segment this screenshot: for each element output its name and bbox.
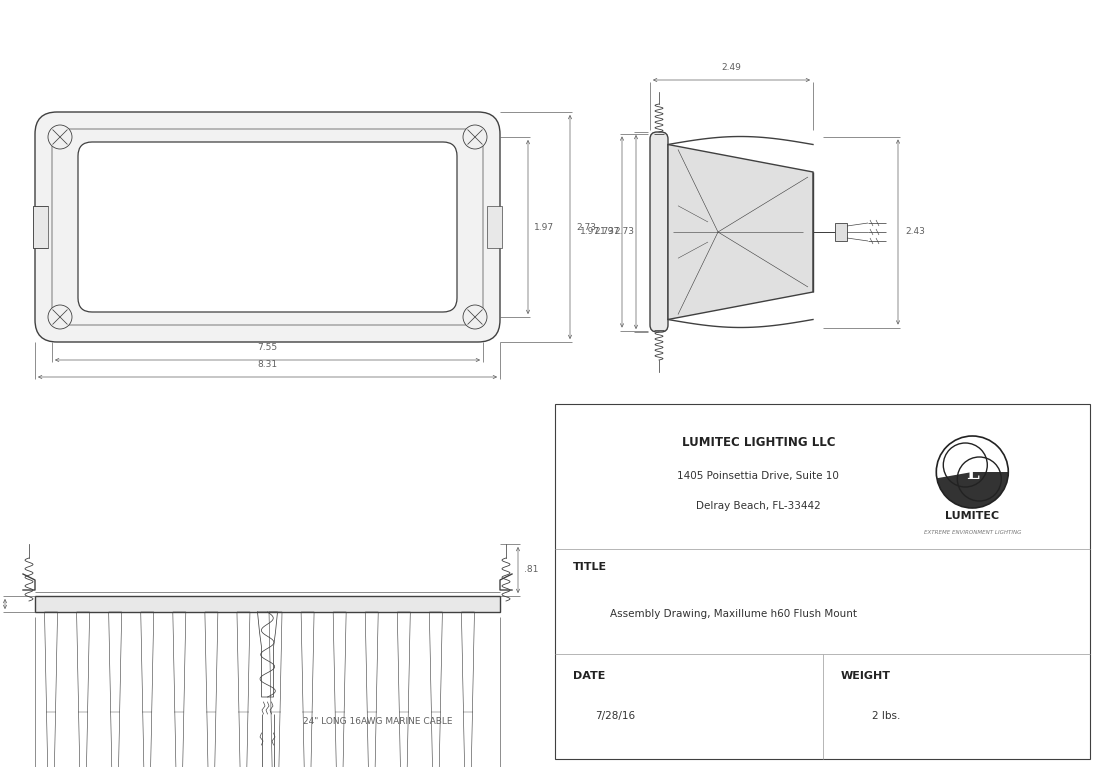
Circle shape bbox=[48, 305, 72, 329]
FancyBboxPatch shape bbox=[35, 112, 501, 342]
Text: DATE: DATE bbox=[573, 671, 605, 681]
Text: 1.97: 1.97 bbox=[580, 228, 600, 236]
Text: LUMITEC LIGHTING LLC: LUMITEC LIGHTING LLC bbox=[682, 436, 835, 449]
Text: 7.55: 7.55 bbox=[257, 343, 277, 352]
Text: 1405 Poinsettia Drive, Suite 10: 1405 Poinsettia Drive, Suite 10 bbox=[678, 471, 839, 481]
Bar bbox=[487, 206, 502, 248]
Text: Delray Beach, FL-33442: Delray Beach, FL-33442 bbox=[696, 501, 821, 511]
Text: 2.49: 2.49 bbox=[722, 63, 741, 72]
Circle shape bbox=[463, 125, 487, 149]
Bar bbox=[835, 223, 847, 241]
Polygon shape bbox=[668, 144, 813, 320]
Text: 1.97: 1.97 bbox=[534, 222, 554, 232]
Text: WEIGHT: WEIGHT bbox=[840, 671, 891, 681]
Text: 8.31: 8.31 bbox=[257, 360, 277, 369]
Text: 2.43: 2.43 bbox=[905, 228, 925, 236]
Text: EXTREME ENVIRONMENT LIGHTING: EXTREME ENVIRONMENT LIGHTING bbox=[924, 529, 1021, 535]
Circle shape bbox=[48, 125, 72, 149]
Text: L: L bbox=[966, 465, 979, 483]
Text: 7/28/16: 7/28/16 bbox=[595, 711, 635, 721]
Text: LUMITEC: LUMITEC bbox=[945, 511, 1000, 521]
Text: 2 lbs.: 2 lbs. bbox=[872, 711, 901, 721]
Text: 2.73: 2.73 bbox=[614, 228, 634, 236]
Text: 1.97: 1.97 bbox=[600, 228, 620, 236]
Text: 24" LONG 16AWG MARINE CABLE: 24" LONG 16AWG MARINE CABLE bbox=[302, 717, 452, 726]
Text: 2.73: 2.73 bbox=[576, 222, 596, 232]
FancyBboxPatch shape bbox=[78, 142, 456, 312]
Text: .81: .81 bbox=[524, 565, 538, 574]
Bar bbox=[556, 404, 1090, 759]
FancyBboxPatch shape bbox=[650, 132, 668, 332]
Text: 2.73: 2.73 bbox=[594, 228, 614, 236]
Bar bbox=[33, 206, 48, 248]
Circle shape bbox=[463, 305, 487, 329]
Bar bbox=[35, 596, 501, 612]
Text: Assembly Drawing, Maxillume h60 Flush Mount: Assembly Drawing, Maxillume h60 Flush Mo… bbox=[610, 609, 857, 619]
Wedge shape bbox=[937, 472, 1009, 508]
Text: TITLE: TITLE bbox=[573, 562, 607, 572]
